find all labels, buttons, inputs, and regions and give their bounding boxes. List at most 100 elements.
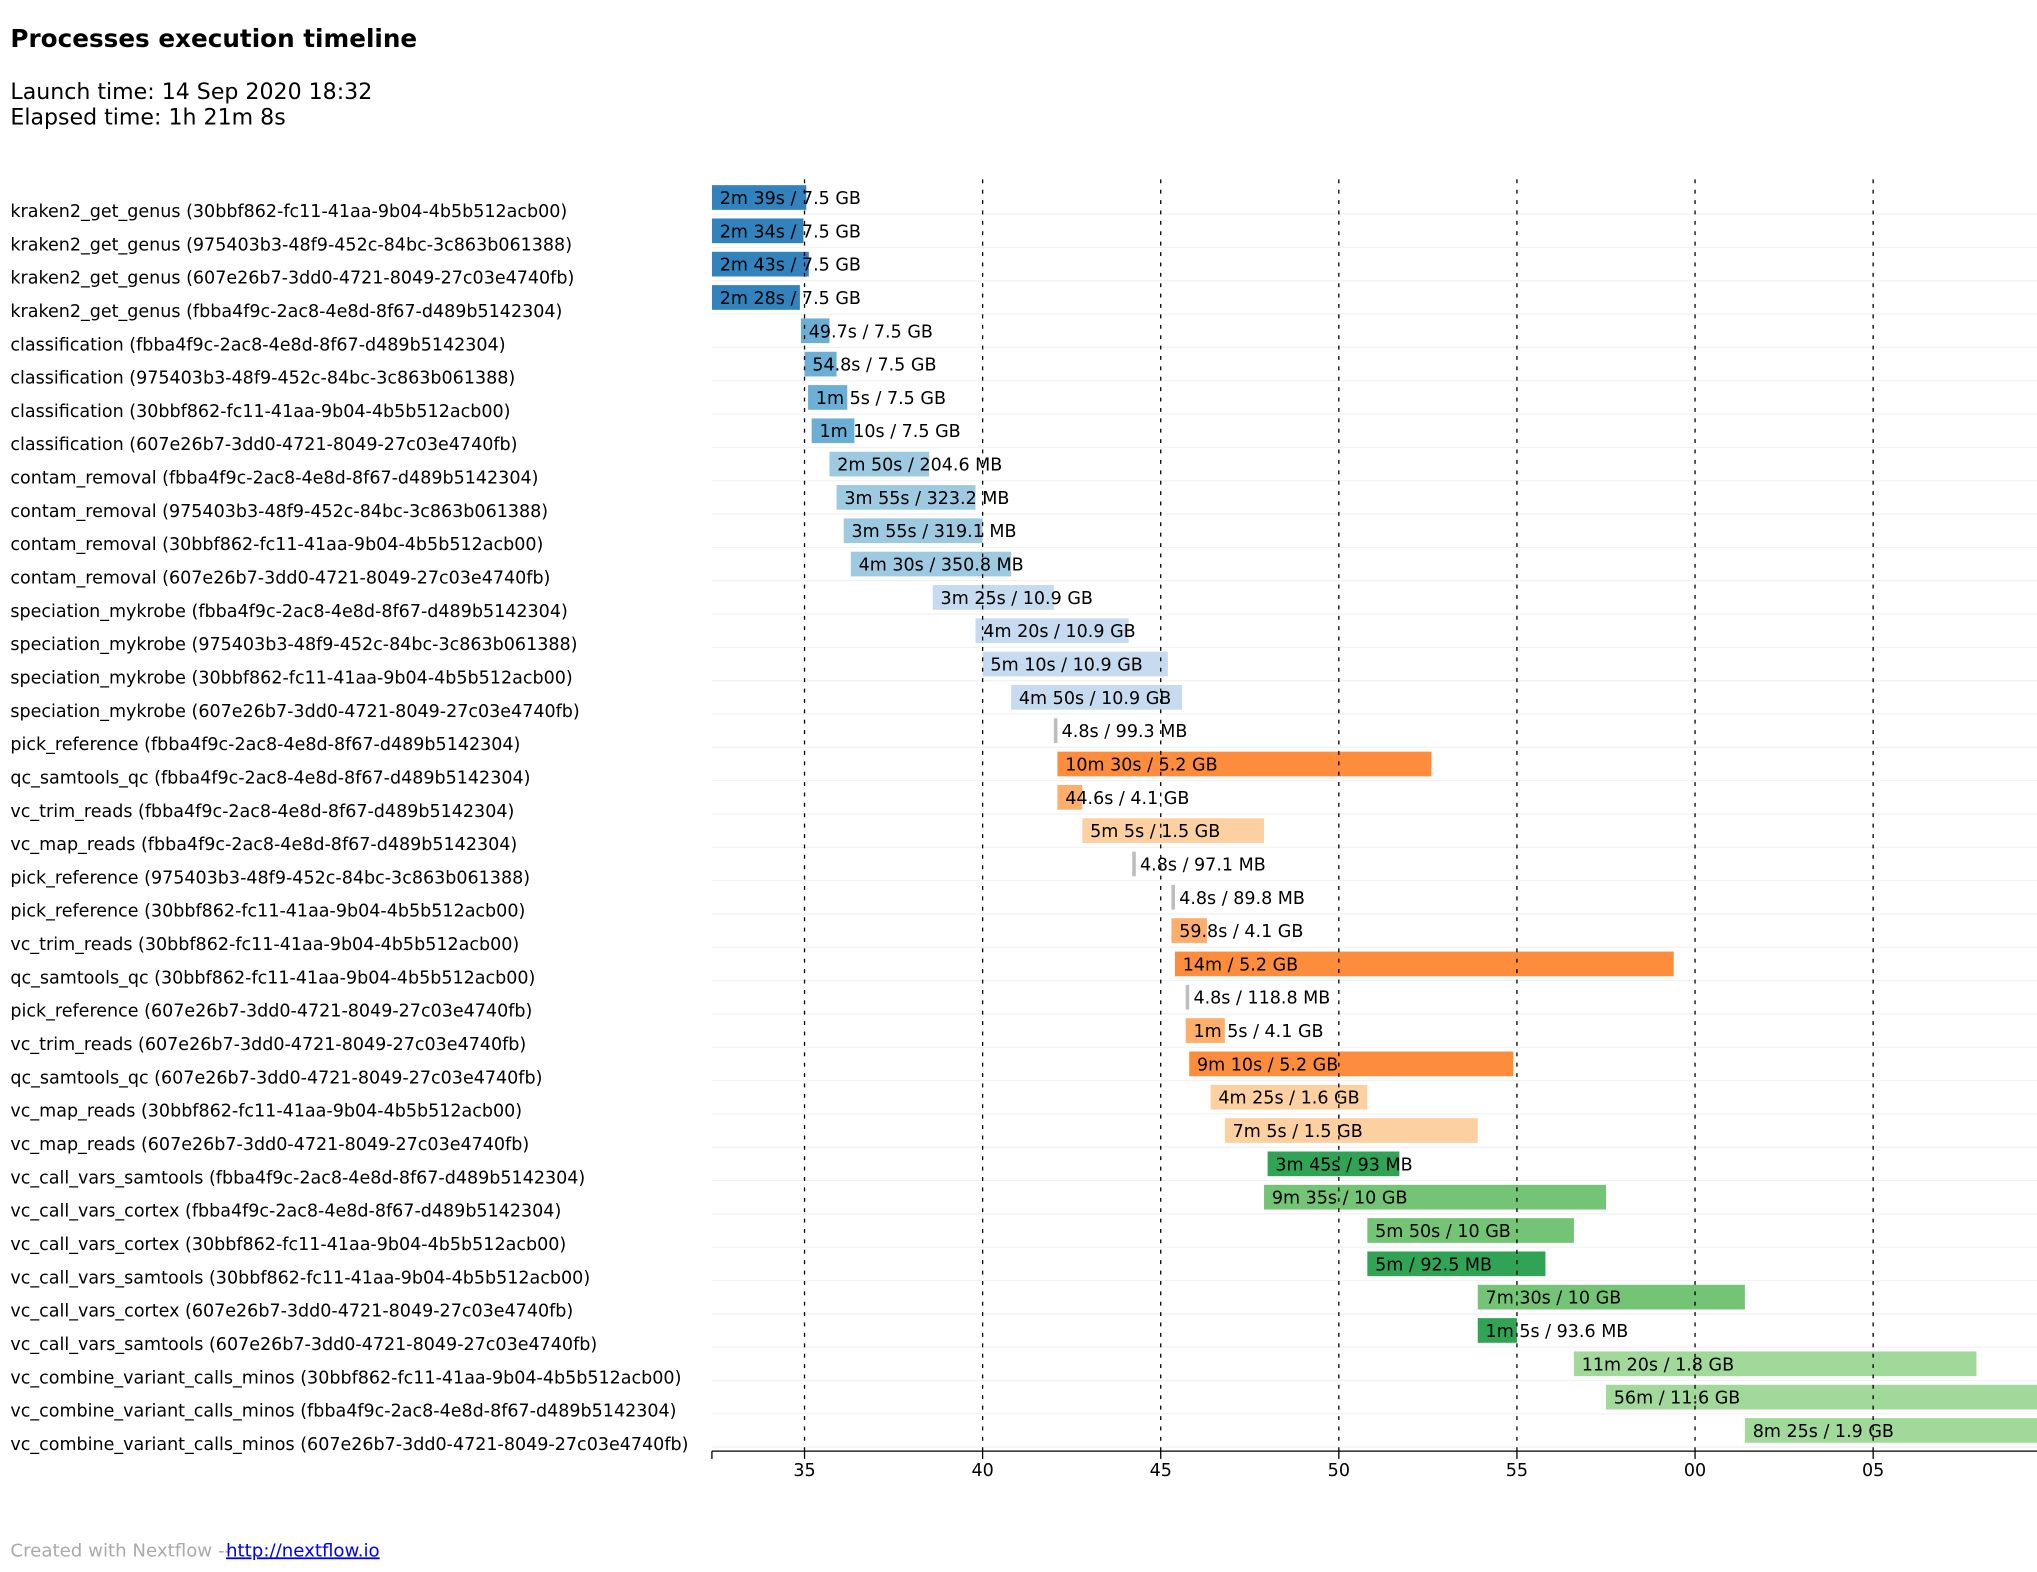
task-value-label: 11m 20s / 1.8 GB bbox=[1582, 1355, 1734, 1375]
task-bar bbox=[1367, 1251, 1546, 1277]
task-label: vc_call_vars_samtools (30bbf862-fc11-41a… bbox=[10, 1268, 590, 1288]
task-value-label: 56m / 11.6 GB bbox=[1614, 1389, 1741, 1409]
task-value-label: 44.6s / 4.1 GB bbox=[1065, 789, 1189, 809]
task-value-label: 4m 25s / 1.6 GB bbox=[1218, 1089, 1359, 1109]
x-tick-label: 40 bbox=[971, 1461, 993, 1481]
task-bar bbox=[1224, 1118, 1478, 1143]
task-label: vc_map_reads (30bbf862-fc11-41aa-9b04-4b… bbox=[10, 1102, 522, 1122]
task-value-label: 9m 35s / 10 GB bbox=[1272, 1189, 1408, 1209]
task-value-label: 4.8s / 89.8 MB bbox=[1179, 889, 1305, 909]
task-bar bbox=[1367, 1218, 1574, 1243]
task-value-label: 3m 25s / 10.9 GB bbox=[941, 589, 1093, 609]
task-bar bbox=[1477, 1318, 1517, 1343]
task-label: vc_call_vars_samtools (fbba4f9c-2ac8-4e8… bbox=[10, 1168, 585, 1188]
footer-link[interactable]: http://nextflow.io bbox=[226, 1540, 380, 1561]
task-bar bbox=[836, 485, 976, 510]
chart-title: Processes execution timeline bbox=[10, 24, 417, 53]
task-bar bbox=[1057, 784, 1083, 810]
task-value-label: 14m / 5.2 GB bbox=[1183, 955, 1298, 975]
task-value-label: 54.8s / 7.5 GB bbox=[812, 356, 936, 376]
x-tick-label: 00 bbox=[1684, 1461, 1706, 1481]
task-label: classification (30bbf862-fc11-41aa-9b04-… bbox=[10, 402, 510, 422]
task-value-label: 1m 5s / 7.5 GB bbox=[816, 389, 946, 409]
task-value-label: 2m 50s / 204.6 MB bbox=[837, 456, 1002, 476]
x-tick-label: 45 bbox=[1150, 1461, 1172, 1481]
task-bar bbox=[711, 285, 800, 310]
task-value-label: 3m 55s / 319.1 MB bbox=[852, 522, 1017, 542]
footer-text: Created with Nextflow -- bbox=[10, 1540, 231, 1561]
task-value-label: 2m 43s / 7.5 GB bbox=[720, 256, 861, 276]
task-label: classification (607e26b7-3dd0-4721-8049-… bbox=[10, 435, 517, 455]
x-tick-label: 35 bbox=[793, 1461, 815, 1481]
task-label: vc_trim_reads (fbba4f9c-2ac8-4e8d-8f67-d… bbox=[10, 802, 514, 822]
task-label: pick_reference (607e26b7-3dd0-4721-8049-… bbox=[10, 1002, 532, 1022]
elapsed-time: Elapsed time: 1h 21m 8s bbox=[10, 106, 285, 131]
task-value-label: 3m 45s / 93 MB bbox=[1275, 1155, 1412, 1175]
task-value-label: 3m 55s / 323.2 MB bbox=[844, 489, 1009, 509]
task-label: speciation_mykrobe (607e26b7-3dd0-4721-8… bbox=[10, 702, 579, 722]
task-value-label: 4.8s / 118.8 MB bbox=[1193, 989, 1330, 1009]
task-label: speciation_mykrobe (30bbf862-fc11-41aa-9… bbox=[10, 669, 572, 689]
task-value-label: 2m 34s / 7.5 GB bbox=[720, 222, 861, 242]
task-bar bbox=[1011, 684, 1183, 710]
task-value-label: 7m 5s / 1.5 GB bbox=[1233, 1122, 1363, 1142]
x-tick-label: 50 bbox=[1328, 1461, 1350, 1481]
task-bar bbox=[1082, 818, 1265, 843]
task-bar bbox=[1174, 951, 1674, 977]
task-bar bbox=[1189, 1051, 1514, 1077]
task-value-label: 5m 10s / 10.9 GB bbox=[990, 656, 1142, 676]
task-bar bbox=[1264, 1184, 1606, 1210]
task-bar bbox=[711, 218, 804, 244]
x-tick-label: 05 bbox=[1862, 1461, 1884, 1481]
task-bar bbox=[1171, 918, 1208, 943]
task-bar bbox=[1477, 1284, 1745, 1310]
task-value-label: 1m 5s / 93.6 MB bbox=[1486, 1322, 1629, 1342]
task-label: vc_call_vars_cortex (607e26b7-3dd0-4721-… bbox=[10, 1302, 573, 1322]
task-bar bbox=[850, 551, 1012, 577]
task-label: vc_call_vars_cortex (fbba4f9c-2ac8-4e8d-… bbox=[10, 1202, 561, 1222]
task-value-label: 1m 5s / 4.1 GB bbox=[1193, 1022, 1323, 1042]
task-bar bbox=[1185, 1018, 1225, 1043]
task-bar bbox=[1053, 718, 1058, 743]
task-bar bbox=[975, 618, 1129, 644]
task-value-label: 10m 30s / 5.2 GB bbox=[1065, 755, 1217, 775]
task-value-label: 5m 50s / 10 GB bbox=[1375, 1222, 1511, 1242]
task-bar bbox=[1573, 1351, 1977, 1377]
task-bar bbox=[1057, 751, 1432, 777]
task-bar bbox=[1132, 851, 1136, 877]
task-bar bbox=[711, 251, 809, 277]
task-label: vc_map_reads (607e26b7-3dd0-4721-8049-27… bbox=[10, 1135, 529, 1155]
task-bar bbox=[1171, 884, 1175, 910]
task-value-label: 49.7s / 7.5 GB bbox=[809, 322, 933, 342]
task-bar bbox=[808, 385, 848, 410]
task-value-label: 5m 5s / 1.5 GB bbox=[1090, 822, 1220, 842]
task-label: vc_call_vars_cortex (30bbf862-fc11-41aa-… bbox=[10, 1235, 566, 1255]
task-value-label: 4m 30s / 350.8 MB bbox=[859, 556, 1024, 576]
task-label: speciation_mykrobe (975403b3-48f9-452c-8… bbox=[10, 635, 577, 655]
task-label: kraken2_get_genus (975403b3-48f9-452c-84… bbox=[10, 235, 572, 255]
task-label: vc_combine_variant_calls_minos (fbba4f9c… bbox=[10, 1402, 676, 1422]
task-bar bbox=[1605, 1384, 2037, 1410]
task-bar bbox=[804, 351, 837, 377]
task-bar bbox=[829, 451, 930, 477]
task-label: pick_reference (975403b3-48f9-452c-84bc-… bbox=[10, 868, 530, 888]
task-value-label: 4.8s / 97.1 MB bbox=[1140, 855, 1266, 875]
task-label: contam_removal (607e26b7-3dd0-4721-8049-… bbox=[10, 569, 550, 589]
task-label: vc_call_vars_samtools (607e26b7-3dd0-472… bbox=[10, 1335, 597, 1355]
task-value-label: 2m 28s / 7.5 GB bbox=[720, 289, 861, 309]
task-label: kraken2_get_genus (fbba4f9c-2ac8-4e8d-8f… bbox=[10, 302, 562, 322]
plot-area: 2m 39s / 7.5 GB 2m 34s / 7.5 GB 2m 43s / 7… bbox=[711, 185, 2037, 1443]
task-value-label: 2m 39s / 7.5 GB bbox=[720, 189, 861, 209]
task-bar bbox=[843, 518, 983, 544]
task-value-label: 4m 50s / 10.9 GB bbox=[1019, 689, 1171, 709]
task-label: pick_reference (fbba4f9c-2ac8-4e8d-8f67-… bbox=[10, 735, 520, 755]
task-label: contam_removal (30bbf862-fc11-41aa-9b04-… bbox=[10, 535, 543, 555]
task-bar bbox=[982, 651, 1168, 677]
task-bar bbox=[1744, 1418, 2037, 1443]
task-value-label: 9m 10s / 5.2 GB bbox=[1197, 1055, 1338, 1075]
launch-time: Launch time: 14 Sep 2020 18:32 bbox=[10, 80, 372, 105]
task-label: speciation_mykrobe (fbba4f9c-2ac8-4e8d-8… bbox=[10, 602, 567, 622]
task-bar bbox=[1267, 1151, 1400, 1177]
task-value-label: 7m 30s / 10 GB bbox=[1486, 1289, 1622, 1309]
